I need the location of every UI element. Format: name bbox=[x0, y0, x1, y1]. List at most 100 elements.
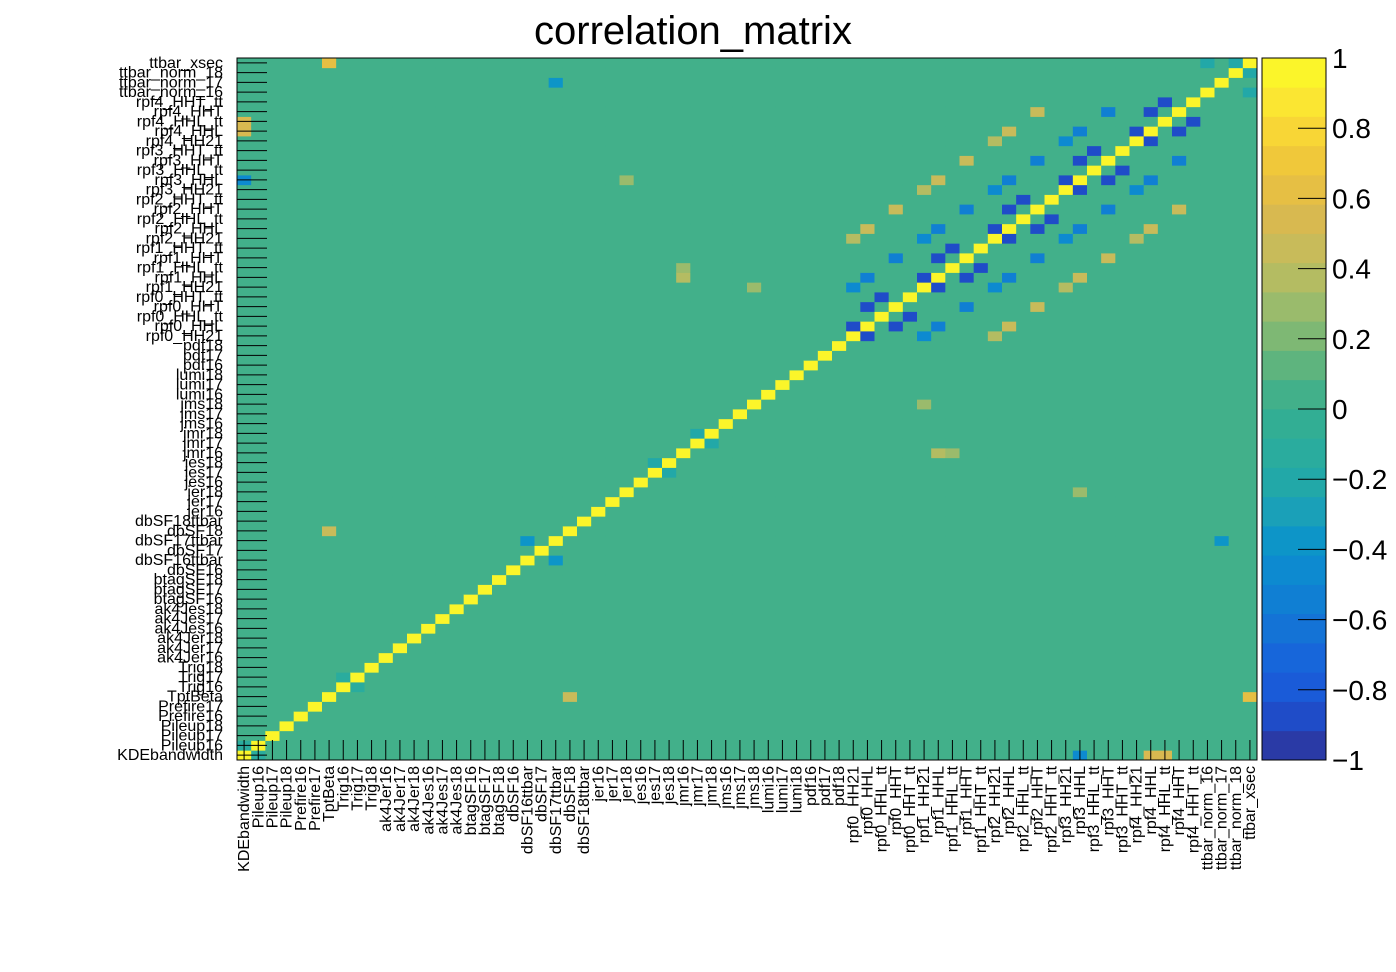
heatmap-cell bbox=[633, 360, 649, 371]
heatmap-cell bbox=[917, 545, 932, 556]
heatmap-cell bbox=[1186, 565, 1201, 576]
heatmap-cell bbox=[931, 145, 946, 156]
heatmap-cell bbox=[718, 292, 734, 303]
heatmap-cell bbox=[293, 165, 309, 176]
heatmap-cell bbox=[364, 389, 380, 400]
heatmap-cell bbox=[562, 711, 578, 722]
heatmap-cell bbox=[1087, 87, 1102, 98]
heatmap-cell bbox=[676, 214, 691, 225]
heatmap-cell bbox=[888, 545, 904, 556]
heatmap-cell bbox=[1072, 184, 1088, 195]
heatmap-cell bbox=[577, 399, 592, 410]
heatmap-cell bbox=[846, 652, 861, 663]
heatmap-cell bbox=[789, 292, 805, 303]
heatmap-cell bbox=[747, 418, 762, 429]
heatmap-cell bbox=[662, 613, 677, 624]
heatmap-cell bbox=[562, 526, 578, 537]
heatmap-cell bbox=[1115, 301, 1130, 312]
heatmap-cell bbox=[959, 487, 975, 498]
heatmap-cell bbox=[506, 204, 521, 215]
heatmap-cell bbox=[463, 701, 479, 712]
heatmap-cell bbox=[817, 194, 833, 205]
heatmap-cell bbox=[1186, 594, 1201, 605]
heatmap-cell bbox=[492, 272, 507, 283]
heatmap-cell bbox=[1002, 526, 1017, 537]
heatmap-cell bbox=[1115, 526, 1130, 537]
heatmap-cell bbox=[973, 594, 989, 605]
heatmap-cell bbox=[761, 311, 776, 322]
heatmap-cell bbox=[279, 477, 295, 488]
heatmap-cell bbox=[959, 67, 975, 78]
heatmap-cell bbox=[732, 623, 748, 634]
heatmap-cell bbox=[874, 535, 890, 546]
heatmap-cell bbox=[931, 535, 946, 546]
heatmap-cell bbox=[647, 574, 663, 585]
heatmap-cell bbox=[1200, 467, 1215, 478]
heatmap-cell bbox=[322, 438, 337, 449]
heatmap-cell bbox=[973, 613, 989, 624]
heatmap-cell bbox=[1172, 106, 1187, 117]
heatmap-cell bbox=[902, 292, 918, 303]
heatmap-cell bbox=[888, 165, 904, 176]
heatmap-cell bbox=[902, 662, 918, 673]
heatmap-cell bbox=[1143, 155, 1159, 166]
heatmap-cell bbox=[647, 292, 663, 303]
heatmap-cell bbox=[747, 194, 762, 205]
heatmap-cell bbox=[548, 399, 564, 410]
heatmap-cell bbox=[1129, 262, 1145, 273]
heatmap-cell bbox=[874, 58, 890, 69]
heatmap-cell bbox=[775, 126, 790, 137]
heatmap-cell bbox=[378, 126, 394, 137]
heatmap-cell bbox=[761, 652, 776, 663]
heatmap-cell bbox=[1072, 467, 1088, 478]
heatmap-cell bbox=[1186, 467, 1201, 478]
heatmap-cell bbox=[1157, 682, 1173, 693]
heatmap-cell bbox=[1129, 370, 1145, 381]
heatmap-cell bbox=[931, 126, 946, 137]
heatmap-cell bbox=[902, 711, 918, 722]
heatmap-cell bbox=[1172, 565, 1187, 576]
heatmap-cell bbox=[732, 584, 748, 595]
heatmap-cell bbox=[279, 730, 295, 741]
heatmap-cell bbox=[293, 545, 309, 556]
heatmap-cell bbox=[662, 477, 677, 488]
heatmap-cell bbox=[279, 565, 295, 576]
heatmap-cell bbox=[322, 340, 337, 351]
heatmap-cell bbox=[1214, 682, 1230, 693]
heatmap-cell bbox=[832, 428, 847, 439]
heatmap-cell bbox=[718, 340, 734, 351]
heatmap-cell bbox=[1200, 116, 1215, 127]
heatmap-cell bbox=[548, 613, 564, 624]
heatmap-cell bbox=[477, 223, 493, 234]
heatmap-cell bbox=[492, 155, 507, 166]
heatmap-cell bbox=[1157, 58, 1173, 69]
heatmap-cell bbox=[1030, 467, 1045, 478]
heatmap-cell bbox=[1002, 409, 1017, 420]
heatmap-cell bbox=[1002, 321, 1017, 332]
heatmap-cell bbox=[860, 97, 875, 108]
heatmap-cell bbox=[1058, 711, 1074, 722]
heatmap-cell bbox=[1115, 438, 1130, 449]
heatmap-cell bbox=[874, 204, 890, 215]
heatmap-cell bbox=[421, 165, 436, 176]
heatmap-cell bbox=[293, 116, 309, 127]
heatmap-cell bbox=[322, 623, 337, 634]
heatmap-cell bbox=[832, 175, 847, 186]
heatmap-cell bbox=[917, 145, 932, 156]
heatmap-cell bbox=[846, 175, 861, 186]
heatmap-cell bbox=[619, 721, 635, 732]
heatmap-cell bbox=[959, 613, 975, 624]
heatmap-cell bbox=[803, 126, 819, 137]
heatmap-cell bbox=[577, 418, 592, 429]
heatmap-cell bbox=[917, 272, 932, 283]
heatmap-cell bbox=[1058, 379, 1074, 390]
heatmap-cell bbox=[1157, 67, 1173, 78]
heatmap-cell bbox=[902, 272, 918, 283]
heatmap-cell bbox=[449, 730, 465, 741]
heatmap-cell bbox=[987, 574, 1003, 585]
heatmap-cell bbox=[846, 243, 861, 254]
heatmap-cell bbox=[477, 457, 493, 468]
heatmap-cell bbox=[945, 214, 960, 225]
heatmap-cell bbox=[279, 526, 295, 537]
heatmap-cell bbox=[463, 418, 479, 429]
